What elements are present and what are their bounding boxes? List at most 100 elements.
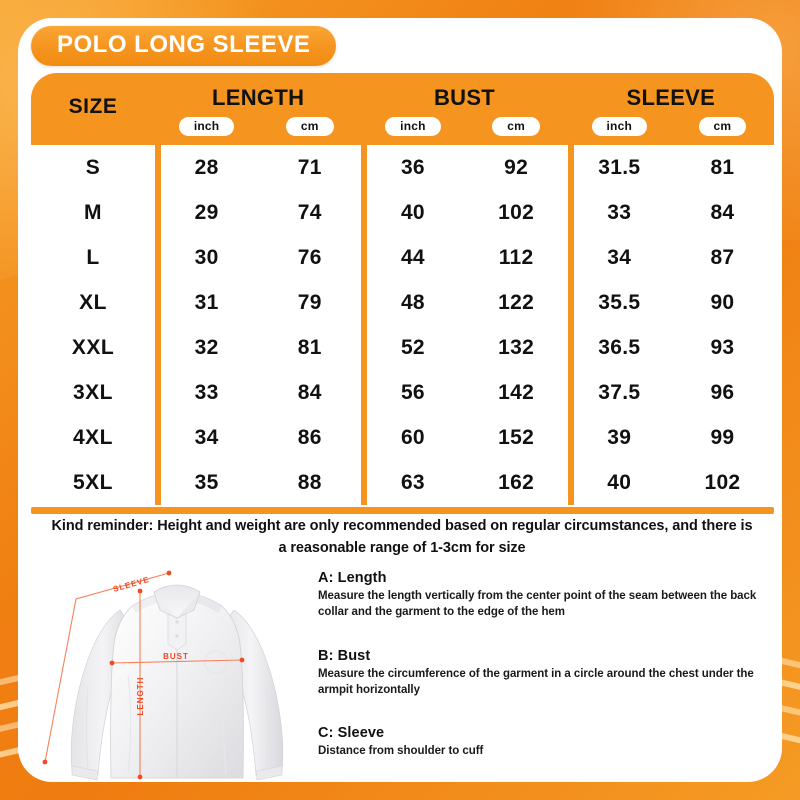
cell-size: XXL [71,335,115,359]
cell-bust-cm: 92 [504,155,529,179]
cell-bust-cm: 102 [498,200,535,224]
cell-bust-inch: 52 [400,335,425,359]
header-label-sleeve: SLEEVE [626,85,716,110]
cell-bust-cm: 132 [498,335,535,359]
cell-length-inch: 35 [194,470,219,494]
header-group-sleeve: SLEEVE inch cm [568,73,774,136]
table-row: XXL 32 81 52 132 36.5 93 [31,325,774,370]
cell-length-cm: 81 [297,335,322,359]
cell-sleeve-inch: 39 [607,425,632,449]
cell-sleeve-cm: 93 [710,335,735,359]
unit-pill-sleeve-cm: cm [698,117,747,136]
cell-size: 3XL [72,380,113,404]
polo-shirt-illustration: SLEEVE BUST LENGTH [42,570,284,781]
table-row: L 30 76 44 112 34 87 [31,235,774,280]
cell-sleeve-inch: 33 [607,200,632,224]
cell-length-inch: 33 [194,380,219,404]
cell-bust-cm: 142 [498,380,535,404]
column-divider-1 [155,145,161,505]
table-header: SIZE LENGTH inch cm BUST [31,73,774,145]
cell-sleeve-cm: 102 [704,470,741,494]
cell-length-inch: 28 [194,155,219,179]
unit-pill-bust-cm: cm [492,117,540,136]
table-row: 3XL 33 84 56 142 37.5 96 [31,370,774,415]
cell-sleeve-cm: 81 [710,155,735,179]
table-row: S 28 71 36 92 31.5 81 [31,145,774,190]
header-group-bust: BUST inch cm [361,73,567,136]
cell-sleeve-cm: 99 [710,425,735,449]
measurement-descriptions: A: Length Measure the length vertically … [318,570,760,773]
cell-length-inch: 32 [194,335,219,359]
cell-bust-cm: 122 [498,290,535,314]
cell-length-inch: 31 [194,290,219,314]
cell-size: 5XL [72,470,113,494]
description-body-sleeve: Distance from shoulder to cuff [318,745,484,758]
cell-bust-inch: 40 [400,200,425,224]
header-cell-size: SIZE [31,73,155,136]
cell-size: M [84,200,102,224]
header-label-length: LENGTH [212,85,305,110]
header-label-size: SIZE [68,95,118,118]
garment-diagram: SLEEVE BUST LENGTH [36,566,326,782]
cell-sleeve-cm: 84 [710,200,735,224]
cell-length-cm: 88 [297,470,322,494]
cell-bust-cm: 152 [498,425,535,449]
cell-bust-inch: 36 [400,155,425,179]
cell-length-cm: 74 [297,200,322,224]
table-body: S 28 71 36 92 31.5 81 M 29 74 40 102 33 84 L 30 76 44 112 3… [31,145,774,505]
cell-sleeve-inch: 40 [607,470,632,494]
page-title: POLO LONG SLEEVE [31,26,337,66]
header-label-bust: BUST [433,85,496,110]
cell-sleeve-inch: 37.5 [598,380,641,404]
cell-bust-inch: 48 [400,290,425,314]
description-heading-length: A: Length [318,570,387,586]
unit-pill-length-inch: inch [178,117,235,136]
cell-length-inch: 30 [194,245,219,269]
cell-length-cm: 86 [297,425,322,449]
cell-size: XL [79,290,107,314]
cell-bust-cm: 112 [498,245,534,269]
cell-length-inch: 29 [194,200,219,224]
cell-sleeve-inch: 31.5 [598,155,641,179]
column-divider-2 [361,145,367,505]
cell-bust-inch: 56 [400,380,425,404]
cell-length-inch: 34 [194,425,219,449]
diagram-label-sleeve: SLEEVE [112,575,151,594]
cell-bust-inch: 63 [400,470,425,494]
table-row: 4XL 34 86 60 152 39 99 [31,415,774,460]
size-table: SIZE LENGTH inch cm BUST [31,73,774,514]
cell-sleeve-cm: 87 [710,245,735,269]
cell-size: S [85,155,101,179]
table-row: 5XL 35 88 63 162 40 102 [31,460,774,505]
unit-pill-bust-inch: inch [385,117,441,136]
description-heading-sleeve: C: Sleeve [318,725,385,742]
cell-bust-inch: 44 [400,245,425,269]
cell-sleeve-cm: 90 [710,290,735,314]
cell-size: L [86,245,100,269]
cell-length-cm: 79 [297,290,322,314]
cell-bust-inch: 60 [400,425,425,449]
unit-pill-sleeve-inch: inch [591,117,647,136]
cell-length-cm: 76 [297,245,322,269]
description-block-sleeve: C: Sleeve Distance from shoulder to cuff [318,725,760,760]
reminder-text: Kind reminder: Height and weight are onl… [51,518,753,556]
cell-sleeve-inch: 34 [607,245,632,269]
description-block-bust: B: Bust Measure the circumference of the… [318,648,760,699]
table-row: XL 31 79 48 122 35.5 90 [31,280,774,325]
cell-sleeve-inch: 35.5 [598,290,641,314]
cell-bust-cm: 162 [498,470,535,494]
cell-length-cm: 71 [297,155,322,179]
cell-length-cm: 84 [297,380,322,404]
cell-sleeve-cm: 96 [710,380,735,404]
description-heading-bust: B: Bust [318,647,371,664]
header-group-length: LENGTH inch cm [155,73,361,136]
cell-size: 4XL [72,425,113,449]
description-block-length: A: Length Measure the length vertically … [318,570,760,621]
description-body-bust: Measure the circumference of the garment… [318,667,754,696]
description-body-length: Measure the length vertically from the c… [318,590,757,618]
cell-sleeve-inch: 36.5 [598,335,641,359]
size-chart-card: POLO LONG SLEEVE SIZE LENGTH inch cm [18,18,782,782]
table-row: M 29 74 40 102 33 84 [31,190,774,235]
diagram-label-length: LENGTH [136,677,145,716]
diagram-label-bust: BUST [163,652,189,661]
